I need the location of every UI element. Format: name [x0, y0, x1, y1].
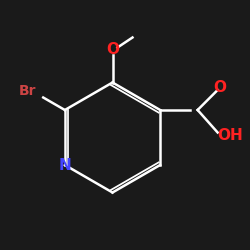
Text: O: O — [214, 80, 227, 95]
Text: OH: OH — [217, 128, 243, 142]
Text: O: O — [106, 42, 119, 58]
Text: N: N — [58, 158, 71, 172]
Text: Br: Br — [19, 84, 36, 98]
